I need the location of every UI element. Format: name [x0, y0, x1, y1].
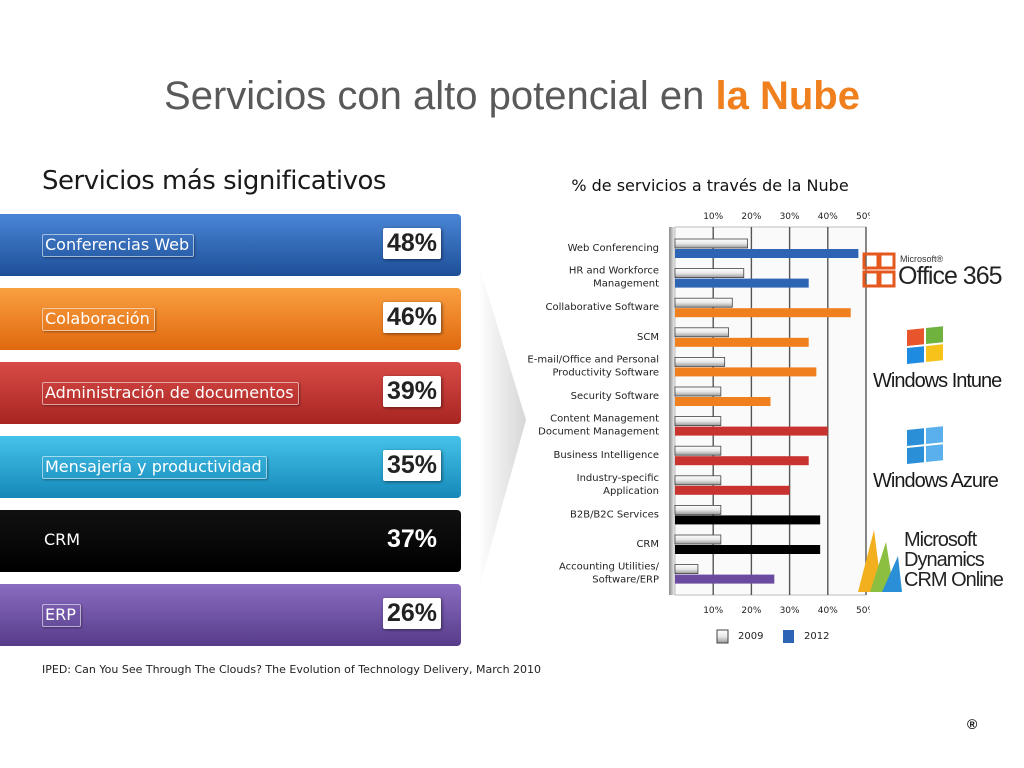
x-tick-top: 10%: [703, 212, 723, 222]
bar-2009: [674, 268, 745, 278]
x-tick-top: 50%: [856, 212, 870, 222]
x-tick-top: 30%: [780, 212, 800, 222]
x-tick-bottom: 40%: [818, 606, 838, 616]
arrow-shape: [478, 262, 526, 592]
category-label: B2B/B2C Services: [570, 509, 659, 520]
service-percent: 46%: [382, 302, 441, 333]
dynamics-line-3: CRM Online: [904, 569, 1004, 591]
bar-2012: [675, 337, 809, 347]
service-label: Administración de documentos: [42, 382, 299, 405]
category-label: E-mail/Office and Personal Productivity S…: [527, 354, 659, 378]
bar-2009: [674, 475, 722, 486]
service-bar: Mensajería y productividad 35%: [0, 436, 461, 498]
bar-chart: 10% 10% 20% 20% 30% 30% 40% 40% 50% 50% Web Confer…: [527, 212, 870, 644]
bar-2009: [674, 504, 722, 515]
title-main: Servicios con alto potencial en: [164, 74, 705, 118]
dynamics-line-2: Dynamics: [904, 549, 985, 571]
windows-azure-logo: Windows Azure: [873, 426, 1003, 492]
category-label: Industry-specific Application: [577, 473, 659, 497]
dynamics-line-1: Microsoft: [904, 529, 977, 551]
service-label: Conferencias Web: [42, 234, 195, 257]
azure-flag-icon: [907, 426, 943, 464]
bar-2012: [675, 397, 771, 406]
legend-swatch-2012: [783, 630, 794, 643]
bar-2009: [674, 238, 748, 249]
legend-label-2009: 2009: [738, 631, 763, 642]
chart-title: % de servicios a través de la Nube: [571, 176, 849, 195]
office-icon: [862, 252, 896, 288]
bar-2012: [675, 308, 851, 318]
service-label: CRM: [44, 530, 81, 549]
bar-2009: [674, 327, 729, 338]
x-tick-bottom: 50%: [856, 606, 870, 616]
x-tick-top: 20%: [741, 212, 761, 222]
service-label: Colaboración: [42, 308, 155, 331]
category-label: HR and Workforce Management: [569, 266, 659, 290]
bar-2009: [674, 534, 722, 545]
bar-2012: [675, 426, 828, 436]
dynamics-crm-logo: Microsoft Dynamics CRM Online: [856, 522, 1004, 603]
service-percent: 39%: [382, 376, 441, 407]
bar-2009: [674, 564, 699, 575]
plot-depth-wall: [669, 227, 675, 595]
category-label: Content Management Document Management: [538, 414, 659, 438]
bar-2012: [675, 456, 809, 466]
service-bar: Administración de documentos 39%: [0, 362, 461, 424]
bar-2012: [675, 545, 821, 554]
bar-2009: [674, 386, 722, 397]
intune-text: Windows Intune: [873, 370, 1002, 392]
title-accent: la Nube: [715, 74, 860, 118]
windows-flag-icon: [907, 326, 943, 364]
bar-2012: [675, 278, 809, 288]
category-label: SCM: [637, 332, 659, 343]
category-label: Web Conferencing: [568, 243, 659, 254]
office-365-logo: Microsoft® Office 365: [862, 252, 1003, 295]
x-tick-bottom: 20%: [741, 606, 761, 616]
bar-2009: [674, 416, 722, 427]
service-bar: Colaboración 46%: [0, 288, 461, 350]
plot-area: [674, 226, 867, 596]
office-big-text: Office 365: [898, 262, 1003, 290]
category-label: Collaborative Software: [545, 302, 659, 313]
registered-mark: ®: [967, 716, 978, 732]
category-label: Business Intelligence: [554, 450, 659, 461]
service-percent: 26%: [382, 598, 441, 629]
category-label: CRM: [636, 539, 659, 550]
service-bar: Conferencias Web 48%: [0, 214, 461, 276]
office-small-text: Microsoft®: [900, 254, 944, 264]
service-bar: CRM 37%: [0, 510, 461, 572]
x-tick-bottom: 30%: [780, 606, 800, 616]
dynamics-icon: [858, 530, 902, 592]
x-tick-bottom: 10%: [703, 606, 723, 616]
x-tick-top: 40%: [818, 212, 838, 222]
windows-intune-logo: Windows Intune: [873, 326, 1003, 392]
bar-2012: [675, 249, 859, 258]
bar-2012: [675, 574, 775, 584]
services-heading: Servicios más significativos: [42, 166, 386, 196]
service-bar: ERP 26%: [0, 584, 461, 646]
service-percent: 48%: [382, 228, 441, 259]
bar-2009: [674, 356, 726, 367]
service-percent: 35%: [382, 450, 441, 481]
page-title: Servicios con alto potencial en la Nube: [0, 74, 1024, 119]
service-percent: 37%: [386, 525, 437, 553]
service-label: ERP: [42, 604, 81, 627]
service-label: Mensajería y productividad: [42, 456, 267, 479]
bar-2012: [675, 485, 790, 495]
source-citation: IPED: Can You See Through The Clouds? Th…: [42, 663, 542, 676]
legend-label-2012: 2012: [804, 631, 829, 642]
bar-2012: [675, 515, 821, 525]
bar-2009: [674, 445, 722, 456]
azure-text: Windows Azure: [873, 470, 999, 492]
bar-2012: [675, 367, 817, 377]
category-label: Security Software: [571, 391, 659, 402]
category-label: Accounting Utilities/Software/ERP: [559, 562, 660, 586]
bar-2009: [674, 297, 733, 308]
legend-swatch-2009: [716, 629, 729, 644]
